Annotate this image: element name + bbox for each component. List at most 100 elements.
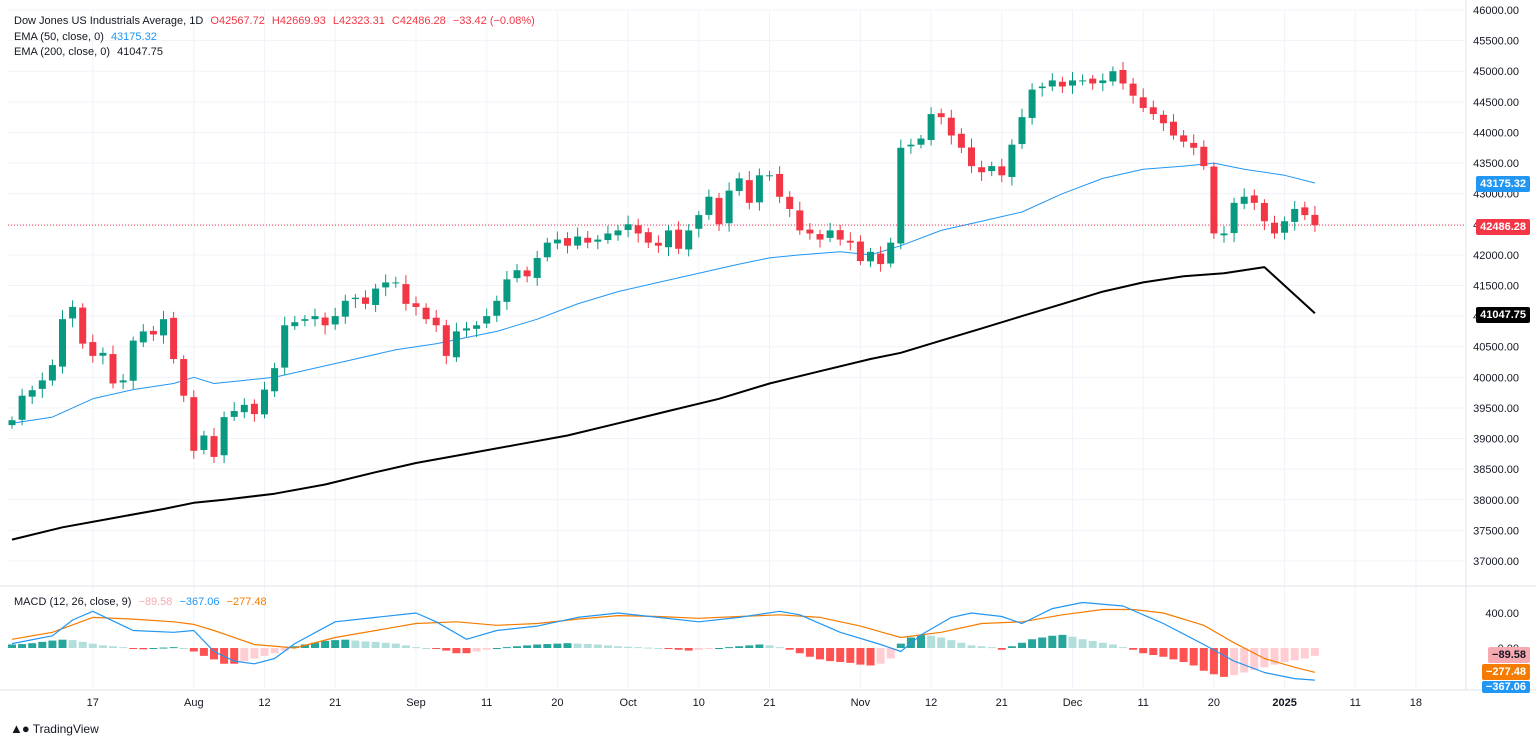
macd-label: MACD (12, 26, close, 9) xyxy=(14,596,132,608)
macd-histogram-bar xyxy=(1129,648,1138,650)
candle-body xyxy=(8,420,16,426)
tradingview-logo-icon: ▲● xyxy=(10,721,30,736)
open-label: O xyxy=(210,15,219,27)
candle-body xyxy=(523,270,531,277)
macd-histogram-bar xyxy=(654,648,663,649)
close-label: C xyxy=(391,15,400,27)
price-tick-label: 39500.00 xyxy=(1473,403,1519,415)
macd-histogram-bar xyxy=(603,645,612,648)
macd-histogram-bar xyxy=(684,648,693,651)
candle-body xyxy=(331,316,339,325)
macd-histogram-bar xyxy=(38,641,47,648)
macd-hist-value: −89.58 xyxy=(138,596,173,608)
candle-body xyxy=(1129,83,1137,96)
candle-body xyxy=(675,229,683,249)
candle-body xyxy=(604,233,612,241)
price-tick-label: 45500.00 xyxy=(1473,36,1519,48)
candle-body xyxy=(1089,78,1097,84)
candle-body xyxy=(1180,135,1188,142)
candle-body xyxy=(1200,146,1208,167)
time-tick-label: 20 xyxy=(551,697,563,709)
time-tick-label: 20 xyxy=(1208,697,1220,709)
macd-histogram-bar xyxy=(805,648,814,657)
candle-body xyxy=(766,175,773,177)
ema200-legend: EMA (200, close, 0) 41047.75 xyxy=(14,45,167,59)
candle-body xyxy=(584,237,592,243)
macd-histogram-bar xyxy=(412,647,420,649)
time-tick-label: 11 xyxy=(1350,697,1361,709)
macd-histogram-bar xyxy=(351,640,360,648)
price-tick-label: 42000.00 xyxy=(1473,250,1519,262)
candle-body xyxy=(109,354,117,384)
ema50-label: EMA (50, close, 0) xyxy=(14,31,104,43)
candle-body xyxy=(1018,117,1026,145)
price-axis[interactable]: 37000.00 37500.00 38000.00 38500.00 39000.00… xyxy=(1473,5,1519,568)
candle-body xyxy=(867,251,874,262)
macd-histogram-bar xyxy=(58,639,67,648)
candle-body xyxy=(786,196,794,209)
macd-histogram-bar xyxy=(523,645,532,648)
low-label: L xyxy=(332,15,339,27)
ema200-label: EMA (200, close, 0) xyxy=(14,46,110,58)
macd-histogram-bar xyxy=(543,644,552,648)
ema200-series xyxy=(11,266,1316,541)
macd-histogram-bar xyxy=(1018,642,1026,648)
macd-histogram-bar xyxy=(614,646,622,648)
macd-histogram-bar xyxy=(442,648,451,651)
candle-body xyxy=(69,306,77,319)
macd-histogram-bar xyxy=(593,644,602,648)
candle-body xyxy=(937,113,945,118)
candle-body xyxy=(988,166,996,172)
candle-body xyxy=(1291,208,1299,222)
symbol-title: Dow Jones US Industrials Average, 1D xyxy=(14,15,204,27)
macd-histogram-bar xyxy=(139,648,148,650)
macd-histogram-bar xyxy=(1240,648,1249,673)
candle-body xyxy=(48,365,56,381)
candle-body xyxy=(1139,97,1147,108)
candle-body xyxy=(685,230,693,250)
macd-histogram-bar xyxy=(1280,648,1289,662)
time-axis[interactable]: 17 Aug 12 21 Sep 11 20 Oct 10 21 Nov 12 21 Dec 11 20 202… xyxy=(87,697,1422,709)
candle-body xyxy=(351,297,359,300)
low-value: 42323.31 xyxy=(338,15,385,27)
candle-body xyxy=(291,322,299,327)
tradingview-brand[interactable]: ▲● TradingView xyxy=(10,721,99,736)
candle-body xyxy=(463,328,470,331)
candle-body xyxy=(483,316,491,324)
macd-histogram-bar xyxy=(735,646,744,648)
macd-histogram-bar xyxy=(189,648,198,652)
candle-body xyxy=(190,397,198,451)
macd-histogram-bar xyxy=(836,648,845,662)
ema50-legend: EMA (50, close, 0) 43175.32 xyxy=(14,30,161,44)
macd-histogram-bar xyxy=(937,637,946,648)
candle-body xyxy=(79,307,87,344)
macd-histogram-bar xyxy=(149,648,158,649)
candle-body xyxy=(836,230,844,240)
price-tick-label: 44000.00 xyxy=(1473,127,1519,139)
candle-body xyxy=(1119,69,1127,84)
macd-histogram-bar xyxy=(513,646,521,648)
candle-body xyxy=(665,230,672,248)
macd-histogram-bar xyxy=(1098,642,1107,648)
macd-histogram-bar xyxy=(482,648,491,650)
macd-histogram-bar xyxy=(371,641,380,648)
candle-body xyxy=(816,234,824,240)
candle-body xyxy=(180,359,188,396)
close-value: 42486.28 xyxy=(399,15,446,27)
candle-body xyxy=(624,224,632,230)
candle-body xyxy=(1109,71,1117,82)
candle-body xyxy=(1240,196,1248,204)
macd-histogram-bar xyxy=(230,648,239,664)
ema50-value: 43175.32 xyxy=(110,31,157,43)
candle-body xyxy=(129,340,137,381)
candle-body xyxy=(513,270,521,279)
grid xyxy=(0,0,1536,691)
macd-histogram-bar xyxy=(947,640,956,648)
macd-line xyxy=(11,601,1315,681)
candle-body xyxy=(1008,144,1016,177)
candle-body xyxy=(382,282,390,288)
price-tick-label: 40500.00 xyxy=(1473,342,1519,354)
candle-body xyxy=(1301,207,1309,216)
candle-body xyxy=(917,138,925,145)
